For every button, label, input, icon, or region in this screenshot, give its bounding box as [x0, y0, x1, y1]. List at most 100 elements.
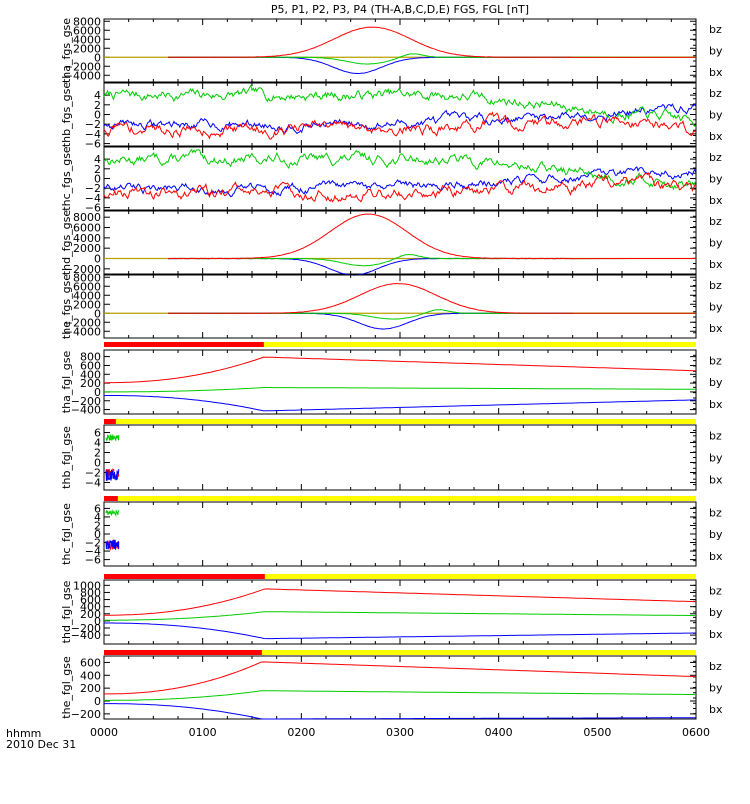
series-bz	[103, 111, 697, 140]
series-bx	[103, 103, 697, 135]
y-tick-label: 8000	[73, 15, 101, 28]
legend-bx: bx	[709, 398, 723, 411]
y-tick-label: 400	[80, 601, 101, 614]
legend-bz: bz	[709, 506, 722, 519]
panel-frame	[103, 18, 697, 83]
legend-bz: bz	[709, 87, 722, 100]
y-tick-label: 2000	[73, 298, 101, 311]
y-tick-label: 6000	[73, 24, 101, 37]
legend-bx: bx	[709, 258, 723, 271]
series-bx	[105, 539, 120, 551]
panel-ylabel: thd_fgs_gse	[60, 210, 73, 276]
series-bz	[168, 213, 697, 260]
x-tick-label: 0100	[189, 726, 217, 739]
y-tick-label: 2	[94, 163, 101, 176]
series-bx	[104, 622, 696, 640]
legend-by: by	[709, 45, 723, 58]
panel-ylabel: tha_fgl_gse	[60, 351, 73, 414]
legend-by: by	[709, 237, 723, 250]
series-bz	[104, 356, 696, 384]
legend-by: by	[709, 452, 723, 465]
y-tick-label: 6000	[73, 222, 101, 235]
series-bz	[104, 661, 697, 695]
y-tick-label: 0	[94, 173, 101, 186]
legend-bz: bz	[709, 660, 722, 673]
x-tick-label: 0400	[485, 726, 513, 739]
series-by	[105, 434, 120, 442]
mode-bar-yellow	[104, 574, 696, 579]
y-tick-label: 4000	[73, 289, 101, 302]
y-tick-label: −6	[85, 554, 101, 567]
x-tick-label: 0600	[682, 726, 710, 739]
series-by	[104, 148, 697, 191]
series-bz	[103, 172, 697, 203]
y-tick-label: 2	[94, 519, 101, 532]
y-tick-label: 200	[80, 682, 101, 695]
series-bx	[105, 469, 120, 481]
y-tick-label: 4	[94, 437, 101, 450]
y-tick-label: 6	[94, 502, 101, 515]
y-tick-label: 400	[80, 669, 101, 682]
series-bx	[104, 703, 696, 720]
series-by	[104, 387, 696, 393]
legend-bx: bx	[709, 628, 723, 641]
y-tick-label: −2000	[64, 263, 101, 276]
x-tick-label: 0000	[90, 726, 118, 739]
panel-ylabel: thc_fgs_gse	[60, 146, 73, 211]
y-tick-label: −200	[71, 708, 101, 721]
y-tick-label: −2	[85, 467, 101, 480]
legend-by: by	[709, 301, 723, 314]
series-bz	[168, 282, 697, 314]
x-tick-label: 0300	[386, 726, 414, 739]
y-tick-label: −2000	[64, 60, 101, 73]
panel-frame	[103, 210, 697, 275]
y-tick-label: 0	[94, 528, 101, 541]
panel-ylabel: the_fgs_gse	[60, 274, 73, 339]
y-tick-label: 1000	[73, 579, 101, 592]
y-tick-label: 600	[80, 656, 101, 669]
panel-ylabel: thd_fgl_gse	[60, 580, 73, 643]
y-tick-label: 4	[94, 511, 101, 524]
y-tick-label: 2	[94, 447, 101, 460]
x-tick-label: 0200	[287, 726, 315, 739]
y-tick-label: 600	[80, 359, 101, 372]
panel-frame	[103, 655, 697, 720]
legend-by: by	[709, 606, 723, 619]
legend-bx: bx	[709, 66, 723, 79]
y-tick-label: 0	[94, 109, 101, 122]
y-tick-label: 800	[80, 586, 101, 599]
series-bx	[168, 312, 573, 330]
y-tick-label: −2	[85, 182, 101, 195]
time-axis-unit-label: hhmm	[6, 727, 42, 740]
y-tick-label: 600	[80, 594, 101, 607]
y-tick-label: 0	[94, 253, 101, 266]
y-tick-label: 2	[94, 99, 101, 112]
mode-bar-red	[104, 574, 265, 579]
y-tick-label: 200	[80, 377, 101, 390]
legend-by: by	[709, 682, 723, 695]
panel-ylabel: thc_fgl_gse	[60, 503, 73, 565]
y-tick-label: 2000	[73, 242, 101, 255]
panel-thc_fgs: 420−2−4−6 thc_fgs_gse bz by bx	[60, 146, 723, 215]
series-bx	[103, 166, 697, 198]
panel-ylabel: tha_fgs_gse	[60, 18, 73, 83]
y-tick-label: 6	[94, 427, 101, 440]
mode-bar-yellow	[104, 342, 696, 347]
panel-ylabel: thb_fgs_gse	[60, 82, 73, 148]
legend-bz: bz	[709, 429, 722, 442]
y-tick-label: −400	[71, 404, 101, 417]
y-tick-label: −200	[71, 395, 101, 408]
panel-frame	[103, 424, 697, 491]
panel-frame	[103, 349, 697, 415]
y-tick-label: −2	[85, 118, 101, 131]
legend-bz: bz	[709, 215, 722, 228]
mode-bar-red	[104, 650, 262, 655]
chart-title: P5, P1, P2, P3, P4 (TH-A,B,C,D,E) FGS, F…	[271, 3, 529, 16]
